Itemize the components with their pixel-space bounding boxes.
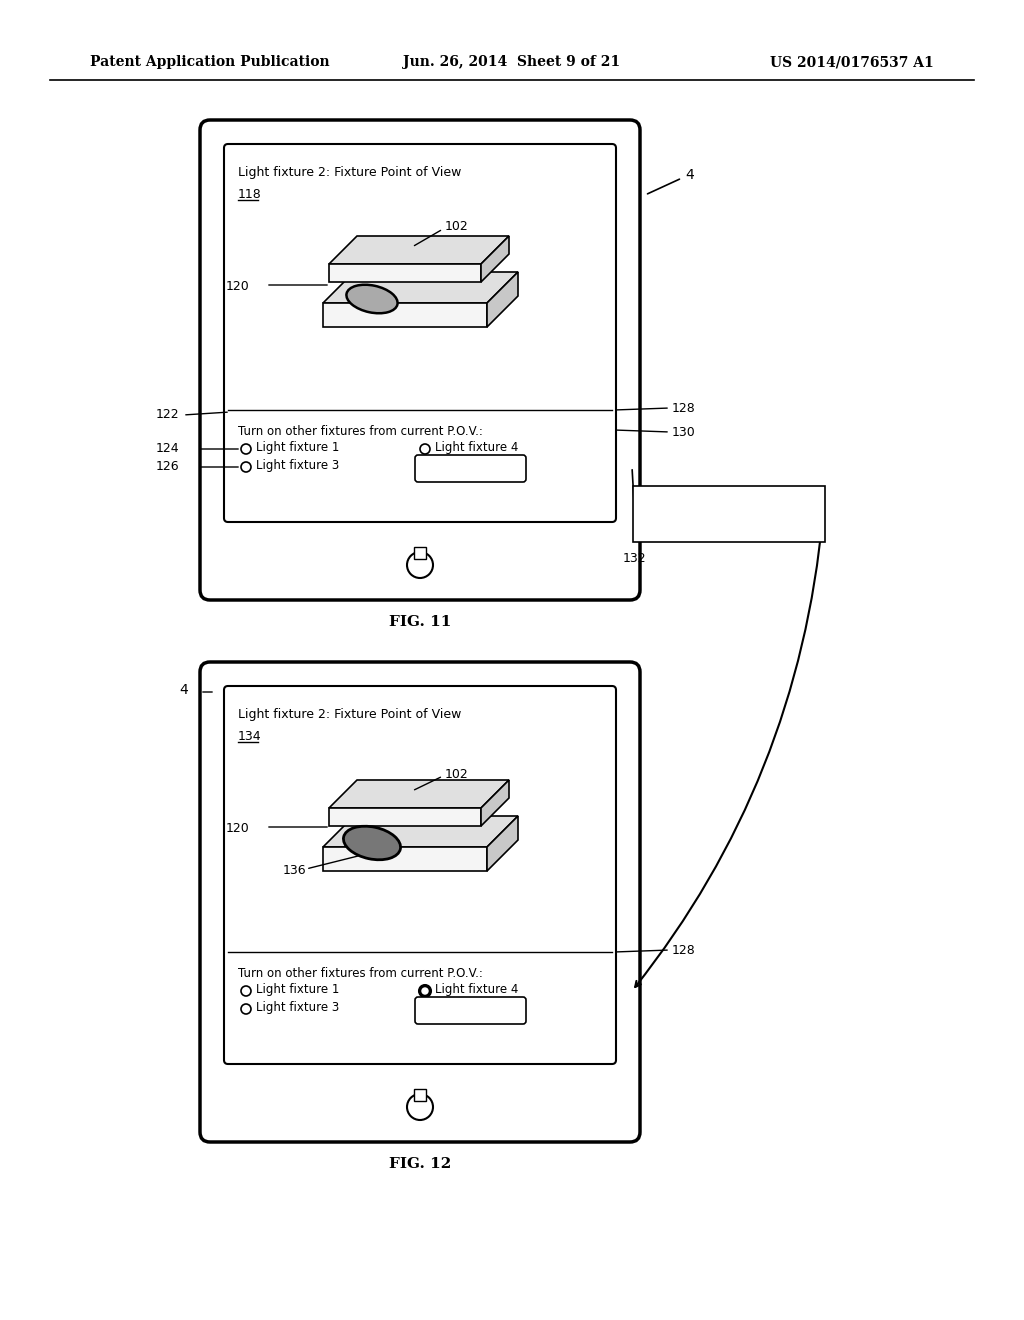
Polygon shape bbox=[487, 272, 518, 327]
Text: 118: 118 bbox=[238, 187, 262, 201]
Text: 136: 136 bbox=[283, 865, 306, 878]
Text: 132: 132 bbox=[623, 552, 646, 565]
Circle shape bbox=[241, 444, 251, 454]
Polygon shape bbox=[481, 236, 509, 282]
Polygon shape bbox=[329, 808, 481, 826]
Text: FIG. 11: FIG. 11 bbox=[389, 615, 452, 630]
Text: 126: 126 bbox=[156, 461, 179, 474]
FancyBboxPatch shape bbox=[200, 120, 640, 601]
Ellipse shape bbox=[346, 285, 397, 313]
Text: Turn on other fixtures from current P.O.V.:: Turn on other fixtures from current P.O.… bbox=[238, 968, 483, 979]
Text: US 2014/0176537 A1: US 2014/0176537 A1 bbox=[770, 55, 934, 69]
Circle shape bbox=[407, 1094, 433, 1119]
Circle shape bbox=[407, 552, 433, 578]
FancyBboxPatch shape bbox=[224, 686, 616, 1064]
Ellipse shape bbox=[343, 826, 400, 859]
FancyBboxPatch shape bbox=[200, 663, 640, 1142]
Text: Light fixture 1: Light fixture 1 bbox=[256, 982, 339, 995]
Polygon shape bbox=[329, 780, 509, 808]
FancyBboxPatch shape bbox=[415, 455, 526, 482]
Text: Turn on other fixtures from current P.O.V.:: Turn on other fixtures from current P.O.… bbox=[238, 425, 483, 438]
Polygon shape bbox=[329, 264, 481, 282]
FancyBboxPatch shape bbox=[415, 997, 526, 1024]
Polygon shape bbox=[323, 816, 518, 847]
Text: 120: 120 bbox=[226, 822, 250, 836]
Text: Light fixture 3: Light fixture 3 bbox=[256, 458, 339, 471]
Text: 120: 120 bbox=[226, 281, 250, 293]
Bar bbox=[414, 546, 426, 558]
Circle shape bbox=[241, 986, 251, 997]
Text: Light fixture 2: Fixture Point of View: Light fixture 2: Fixture Point of View bbox=[238, 166, 462, 180]
Text: 102: 102 bbox=[445, 220, 469, 234]
Polygon shape bbox=[323, 304, 487, 327]
Text: More fixtures: More fixtures bbox=[433, 463, 507, 473]
Text: Light fixture 4: Light fixture 4 bbox=[435, 441, 518, 454]
Circle shape bbox=[241, 462, 251, 473]
Text: 130: 130 bbox=[672, 425, 695, 438]
Polygon shape bbox=[487, 816, 518, 871]
Text: FIG. 12: FIG. 12 bbox=[389, 1158, 452, 1171]
Text: 128: 128 bbox=[672, 944, 695, 957]
Text: 4: 4 bbox=[685, 168, 693, 182]
Polygon shape bbox=[329, 236, 509, 264]
FancyBboxPatch shape bbox=[633, 486, 825, 543]
Circle shape bbox=[422, 987, 428, 994]
Text: 4: 4 bbox=[179, 682, 188, 697]
Text: 134: 134 bbox=[238, 730, 261, 743]
Text: Light fixture 2: Fixture Point of View: Light fixture 2: Fixture Point of View bbox=[238, 708, 462, 721]
Polygon shape bbox=[323, 847, 487, 871]
Text: 102: 102 bbox=[445, 767, 469, 780]
Text: 124: 124 bbox=[156, 442, 179, 455]
Text: Jun. 26, 2014  Sheet 9 of 21: Jun. 26, 2014 Sheet 9 of 21 bbox=[403, 55, 621, 69]
Text: Patent Application Publication: Patent Application Publication bbox=[90, 55, 330, 69]
Text: 128: 128 bbox=[672, 401, 695, 414]
Polygon shape bbox=[323, 272, 518, 304]
Circle shape bbox=[241, 1005, 251, 1014]
Text: Light fixture 3: Light fixture 3 bbox=[256, 1001, 339, 1014]
Text: Light fixture 1: Light fixture 1 bbox=[256, 441, 339, 454]
Text: Receive selection
input for light fixture 4: Receive selection input for light fixtur… bbox=[662, 500, 797, 528]
Circle shape bbox=[420, 444, 430, 454]
Bar bbox=[414, 1089, 426, 1101]
Text: 122: 122 bbox=[156, 408, 179, 421]
FancyBboxPatch shape bbox=[224, 144, 616, 521]
Circle shape bbox=[419, 985, 431, 997]
Polygon shape bbox=[481, 780, 509, 826]
Text: More fixtures: More fixtures bbox=[433, 1005, 507, 1015]
Text: Light fixture 4: Light fixture 4 bbox=[435, 982, 518, 995]
